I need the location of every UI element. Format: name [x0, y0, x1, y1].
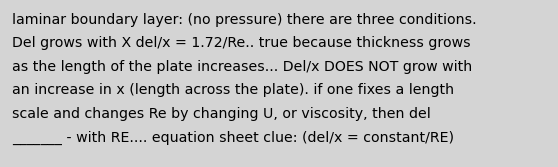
Text: an increase in x (length across the plate). if one fixes a length: an increase in x (length across the plat… — [12, 84, 454, 98]
Text: as the length of the plate increases... Del/x DOES NOT grow with: as the length of the plate increases... … — [12, 60, 472, 74]
Text: _______ - with RE.... equation sheet clue: (del/x = constant/RE): _______ - with RE.... equation sheet clu… — [12, 130, 454, 145]
Text: laminar boundary layer: (no pressure) there are three conditions.: laminar boundary layer: (no pressure) th… — [12, 13, 477, 27]
Text: Del grows with X del/x = 1.72/Re.. true because thickness grows: Del grows with X del/x = 1.72/Re.. true … — [12, 37, 470, 50]
Text: scale and changes Re by changing U, or viscosity, then del: scale and changes Re by changing U, or v… — [12, 107, 431, 121]
